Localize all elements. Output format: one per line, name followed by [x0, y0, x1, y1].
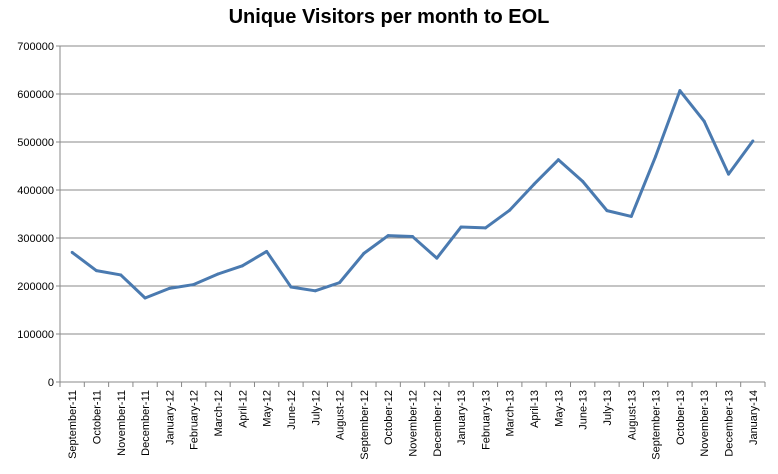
data-point — [265, 249, 269, 253]
data-point — [70, 250, 74, 254]
data-point — [143, 296, 147, 300]
data-point — [119, 273, 123, 277]
x-tick-label: April-13 — [529, 390, 541, 428]
x-tick-label: December-13 — [724, 390, 736, 457]
data-point — [556, 158, 560, 162]
x-tick-label: February-13 — [480, 390, 492, 450]
x-tick-label: November-11 — [116, 390, 128, 456]
y-tick-label: 500000 — [17, 137, 54, 149]
y-tick-label: 200000 — [17, 281, 54, 293]
data-point — [605, 209, 609, 213]
data-point — [581, 179, 585, 183]
x-tick-label: March-12 — [213, 390, 225, 436]
data-point — [192, 283, 196, 287]
data-point — [508, 208, 512, 212]
x-tick-label: May-13 — [553, 390, 565, 427]
axes — [56, 45, 766, 387]
data-point — [313, 289, 317, 293]
data-point — [167, 286, 171, 290]
data-point — [678, 89, 682, 93]
x-tick-label: July-13 — [602, 390, 614, 425]
data-point — [94, 269, 98, 273]
series-line — [71, 89, 755, 300]
x-tick-label: October-11 — [91, 390, 103, 444]
x-tick-label: November-13 — [699, 390, 711, 457]
x-tick-label: August-13 — [626, 390, 638, 440]
data-point — [459, 225, 463, 229]
y-tick-label: 100000 — [17, 329, 54, 341]
x-tick-labels: September-11 October-11 November-11 Decembe… — [67, 390, 760, 460]
data-point — [702, 119, 706, 123]
data-point — [216, 272, 220, 276]
x-tick-label: September-12 — [359, 390, 371, 460]
y-tick-label: 700000 — [17, 41, 54, 53]
x-tick-label: December-12 — [432, 390, 444, 457]
x-tick-label: October-13 — [675, 390, 687, 445]
data-point — [240, 264, 244, 268]
x-tick-label: July-12 — [310, 390, 322, 425]
x-tick-label: April-12 — [237, 390, 249, 428]
y-tick-label: 0 — [48, 377, 54, 389]
y-tick-labels: 0 100000 200000 300000 400000 500000 600000 700… — [17, 41, 54, 389]
x-tick-label: January-14 — [748, 390, 760, 445]
data-point — [654, 154, 658, 158]
data-point — [629, 214, 633, 218]
x-tick-label: June-12 — [286, 390, 298, 430]
data-point — [483, 226, 487, 230]
x-tick-label: May-12 — [262, 390, 274, 427]
x-tick-label: January-12 — [164, 390, 176, 445]
data-point — [435, 256, 439, 260]
series-layer — [70, 89, 755, 300]
data-point — [362, 251, 366, 255]
y-tick-label: 400000 — [17, 185, 54, 197]
data-point — [289, 285, 293, 289]
y-tick-label: 300000 — [17, 233, 54, 245]
x-tick-label: February-12 — [189, 390, 201, 450]
x-tick-label: January-13 — [456, 390, 468, 445]
x-tick-label: October-12 — [383, 390, 395, 445]
x-tick-label: August-12 — [335, 390, 347, 440]
x-tick-label: March-13 — [505, 390, 517, 436]
x-tick-label: November-12 — [408, 390, 420, 457]
chart-title: Unique Visitors per month to EOL — [228, 6, 550, 28]
data-point — [532, 182, 536, 186]
x-tick-label: September-13 — [651, 390, 663, 460]
y-tick-label: 600000 — [17, 89, 54, 101]
x-tick-label: September-11 — [67, 390, 79, 459]
data-point — [751, 139, 755, 143]
x-tick-label: December-11 — [140, 390, 152, 456]
data-point — [338, 281, 342, 285]
data-point — [727, 172, 731, 176]
data-point — [411, 235, 414, 239]
data-point — [386, 234, 390, 238]
x-tick-label: June-13 — [578, 390, 590, 430]
